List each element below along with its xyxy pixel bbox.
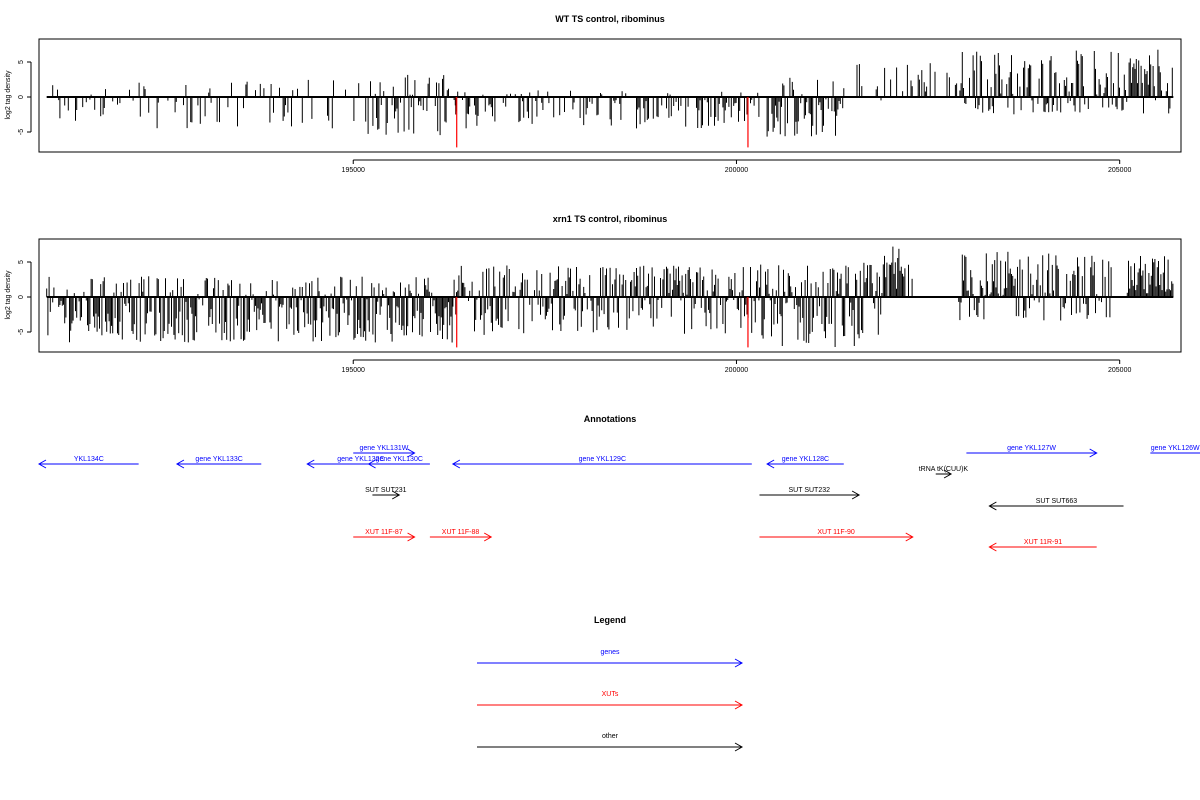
legend-item: XUTs — [477, 691, 744, 710]
y-tick-label: 0 — [18, 295, 25, 299]
y-tick-label: -5 — [18, 329, 25, 335]
feature-label: YKL134C — [74, 456, 104, 463]
feature-arrowhead — [306, 459, 315, 469]
feature-label: gene YKL132C — [337, 456, 384, 463]
annotation-feature[interactable]: YKL134C — [37, 456, 139, 469]
feature-arrowhead — [905, 532, 914, 542]
feature-arrowhead — [451, 459, 461, 469]
feature-label: gene YKL128C — [782, 456, 829, 463]
x-tick-label: 205000 — [1108, 167, 1131, 174]
wt-track-title: WT TS control, ribominus — [555, 14, 665, 24]
feature-label: gene YKL133C — [195, 456, 242, 463]
annotation-feature[interactable]: XUT 11F-88 — [429, 529, 493, 542]
annotation-feature[interactable]: gene YKL127W — [966, 445, 1098, 458]
feature-label: SUT SUT232 — [789, 487, 831, 494]
feature-arrowhead — [766, 459, 775, 469]
feature-label: gene YKL126W — [1151, 445, 1200, 452]
legend-panel: Legend genes XUTs other — [477, 615, 744, 752]
feature-arrowhead — [367, 459, 376, 469]
feature-label: SUT SUT231 — [365, 487, 407, 494]
legend-arrowhead — [734, 700, 744, 710]
annotations-panel: Annotations YKL134C gene YKL133C gene YKL1… — [37, 414, 1200, 552]
feature-label: XUT 11R-91 — [1024, 539, 1062, 546]
annotation-feature[interactable]: XUT 11F-87 — [353, 529, 416, 542]
legend-label: other — [602, 733, 619, 740]
feature-label: gene YKL127W — [1007, 445, 1056, 452]
feature-arrowhead — [988, 501, 997, 511]
legend-label: genes — [600, 649, 620, 656]
wt-track-panel: WT TS control, ribominus log2 tag densit… — [5, 14, 1182, 174]
feature-label: XUT 11F-87 — [365, 529, 403, 536]
feature-label: gene YKL131W — [359, 445, 408, 452]
feature-arrowhead — [988, 542, 997, 552]
legend-item: other — [477, 733, 744, 752]
wt-track-ylabel: log2 tag density — [5, 70, 12, 120]
feature-arrowhead — [851, 490, 861, 500]
xrn1-track-bars — [46, 246, 1174, 348]
feature-arrowhead — [175, 459, 185, 469]
feature-arrowhead — [1089, 448, 1098, 458]
y-tick-label: 5 — [18, 60, 25, 64]
x-tick-label: 200000 — [725, 367, 748, 374]
annotation-feature[interactable]: SUT SUT663 — [988, 498, 1124, 511]
feature-label: SUT SUT663 — [1036, 498, 1078, 505]
annotation-feature[interactable]: XUT 11R-91 — [988, 539, 1097, 552]
annotations-title: Annotations — [584, 414, 637, 424]
legend-label: XUTs — [602, 691, 619, 698]
xrn1-track-title: xrn1 TS control, ribominus — [553, 214, 668, 224]
y-tick-label: 5 — [18, 260, 25, 264]
annotation-feature[interactable]: tRNA tK(CUU)K — [919, 466, 969, 479]
feature-label: XUT 11F-88 — [442, 529, 480, 536]
annotation-feature[interactable]: SUT SUT232 — [759, 487, 861, 500]
wt-track-bars — [46, 49, 1174, 148]
xrn1-track-y-axis: -5 0 5 — [18, 260, 32, 335]
annotation-feature[interactable]: gene YKL129C — [451, 456, 752, 469]
wt-track-plot-frame — [38, 38, 1182, 153]
feature-arrowhead — [483, 532, 493, 542]
wt-track-y-axis: -5 0 5 — [18, 60, 32, 135]
annotation-feature[interactable]: gene YKL126W — [1150, 445, 1200, 454]
legend-items: genes XUTs other — [477, 649, 744, 752]
annotation-feature[interactable]: gene YKL130C — [367, 456, 430, 469]
annotation-feature[interactable]: SUT SUT231 — [365, 487, 407, 500]
annotation-feature[interactable]: gene YKL128C — [766, 456, 844, 469]
feature-arrowhead — [407, 448, 416, 458]
xrn1-track-x-axis: 195000 200000 205000 — [342, 359, 1131, 374]
legend-item: genes — [477, 649, 744, 668]
xrn1-track-plot-frame — [38, 238, 1182, 353]
y-tick-label: 0 — [18, 95, 25, 99]
feature-label: tRNA tK(CUU)K — [919, 466, 969, 473]
x-tick-label: 195000 — [342, 367, 365, 374]
annotation-feature[interactable]: gene YKL131W — [353, 445, 416, 458]
x-tick-label: 195000 — [342, 167, 365, 174]
x-tick-label: 200000 — [725, 167, 748, 174]
legend-arrowhead — [734, 742, 744, 752]
feature-label: XUT 11F-90 — [817, 529, 855, 536]
annotation-feature[interactable]: XUT 11F-90 — [759, 529, 914, 542]
annotation-feature[interactable]: gene YKL133C — [175, 456, 262, 469]
wt-track-x-axis: 195000 200000 205000 — [342, 159, 1131, 174]
xrn1-track-ylabel: log2 tag density — [5, 270, 12, 320]
legend-arrowhead — [734, 658, 744, 668]
feature-arrowhead — [391, 490, 401, 500]
feature-label: gene YKL129C — [579, 456, 626, 463]
feature-arrowhead — [37, 459, 47, 469]
xrn1-track-panel: xrn1 TS control, ribominus log2 tag dens… — [5, 214, 1182, 374]
feature-arrowhead — [943, 469, 953, 479]
feature-label: gene YKL130C — [376, 456, 423, 463]
x-tick-label: 205000 — [1108, 367, 1131, 374]
feature-arrowhead — [407, 532, 416, 542]
legend-title: Legend — [594, 615, 626, 625]
y-tick-label: -5 — [18, 129, 25, 135]
